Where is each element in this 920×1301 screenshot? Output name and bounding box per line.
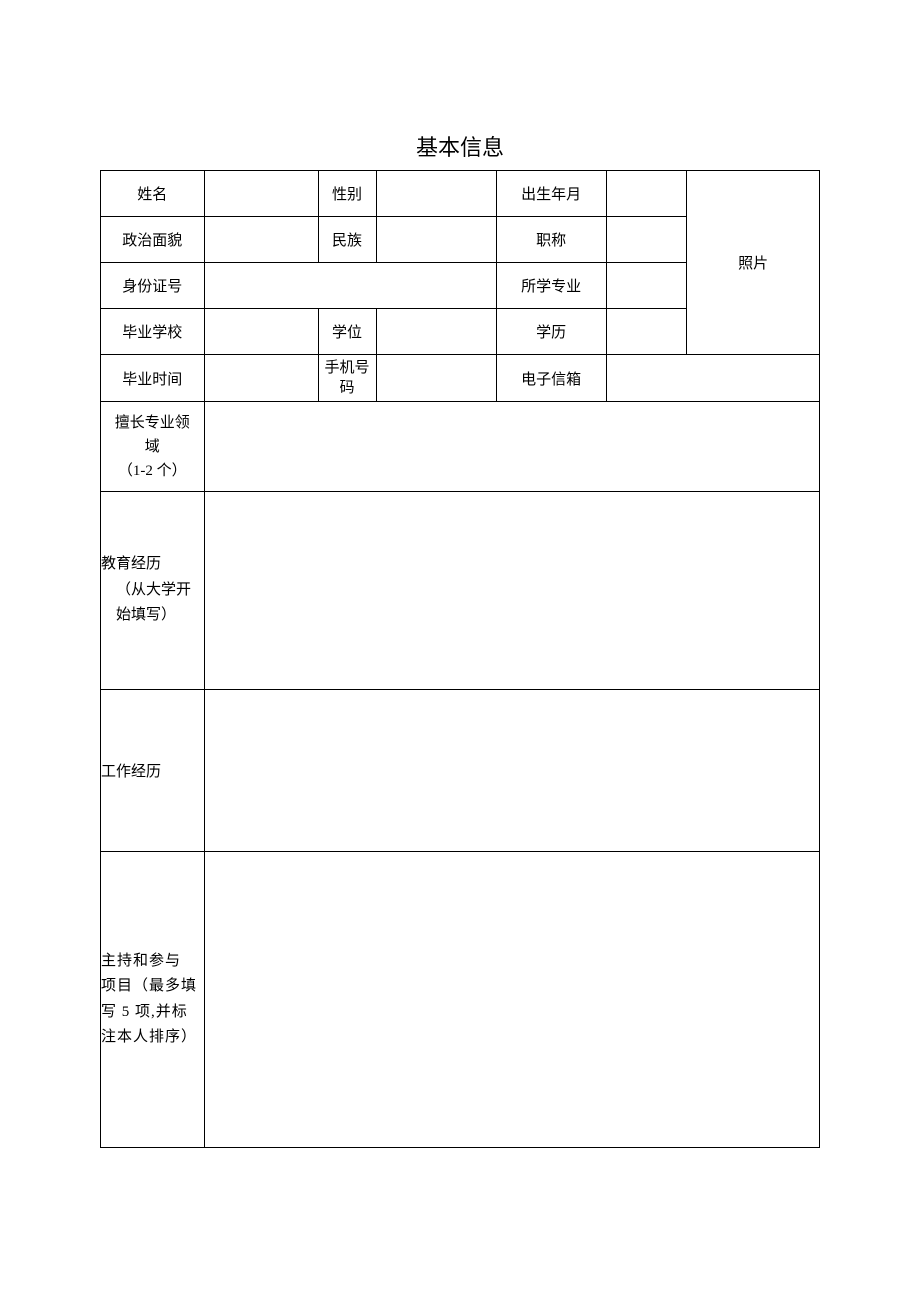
label-projects-l2: 项目（最多填 xyxy=(101,978,197,994)
label-gradschool: 毕业学校 xyxy=(101,309,205,355)
label-specialty-l1: 擅长专业领 xyxy=(115,415,190,431)
value-idnumber xyxy=(204,263,496,309)
row-projects: 主持和参与 项目（最多填 写 5 项,并标 注本人排序） xyxy=(101,852,820,1148)
form-title: 基本信息 xyxy=(100,130,820,162)
value-major xyxy=(606,263,687,309)
value-gradtime xyxy=(204,355,318,402)
label-projects: 主持和参与 项目（最多填 写 5 项,并标 注本人排序） xyxy=(101,852,205,1148)
label-degree: 学位 xyxy=(318,309,376,355)
label-work-history: 工作经历 xyxy=(101,690,205,852)
label-major: 所学专业 xyxy=(496,263,606,309)
row-gradtime: 毕业时间 手机号码 电子信箱 xyxy=(101,355,820,402)
label-political: 政治面貌 xyxy=(101,217,205,263)
basic-info-table: 姓名 性别 出生年月 照片 政治面貌 民族 职称 身份证号 所学专业 毕业学校 … xyxy=(100,170,820,1148)
row-name: 姓名 性别 出生年月 照片 xyxy=(101,171,820,217)
photo-cell: 照片 xyxy=(687,171,820,355)
label-email: 电子信箱 xyxy=(496,355,606,402)
label-projects-l1: 主持和参与 xyxy=(101,953,181,969)
label-phone: 手机号码 xyxy=(318,355,376,402)
label-ethnicity: 民族 xyxy=(318,217,376,263)
label-projects-l3: 写 5 项,并标 xyxy=(101,1004,188,1020)
label-gradtime: 毕业时间 xyxy=(101,355,205,402)
value-work-history xyxy=(204,690,819,852)
label-edu-l3: 始填写） xyxy=(101,603,204,629)
row-specialty: 擅长专业领 域 （1-2 个） xyxy=(101,402,820,492)
value-edu-history xyxy=(204,492,819,690)
value-name xyxy=(204,171,318,217)
row-edu-history: 教育经历 （从大学开 始填写） xyxy=(101,492,820,690)
label-edu-history: 教育经历 （从大学开 始填写） xyxy=(101,492,205,690)
value-ethnicity xyxy=(376,217,496,263)
label-birth: 出生年月 xyxy=(496,171,606,217)
label-projects-l4: 注本人排序） xyxy=(101,1029,197,1045)
value-political xyxy=(204,217,318,263)
value-degree xyxy=(376,309,496,355)
label-specialty: 擅长专业领 域 （1-2 个） xyxy=(101,402,205,492)
value-projects xyxy=(204,852,819,1148)
value-birth xyxy=(606,171,687,217)
value-phone xyxy=(376,355,496,402)
label-phone-text: 手机号码 xyxy=(319,355,376,401)
label-idnumber: 身份证号 xyxy=(101,263,205,309)
label-specialty-l2: 域 xyxy=(145,439,160,455)
value-education xyxy=(606,309,687,355)
label-edu-l2: （从大学开 xyxy=(101,578,204,604)
row-work-history: 工作经历 xyxy=(101,690,820,852)
label-specialty-l3: （1-2 个） xyxy=(118,463,187,479)
label-education: 学历 xyxy=(496,309,606,355)
value-gender xyxy=(376,171,496,217)
value-jobtitle xyxy=(606,217,687,263)
label-jobtitle: 职称 xyxy=(496,217,606,263)
label-name: 姓名 xyxy=(101,171,205,217)
value-gradschool xyxy=(204,309,318,355)
value-specialty xyxy=(204,402,819,492)
value-email xyxy=(606,355,819,402)
label-edu-l1: 教育经历 xyxy=(101,552,204,578)
label-gender: 性别 xyxy=(318,171,376,217)
